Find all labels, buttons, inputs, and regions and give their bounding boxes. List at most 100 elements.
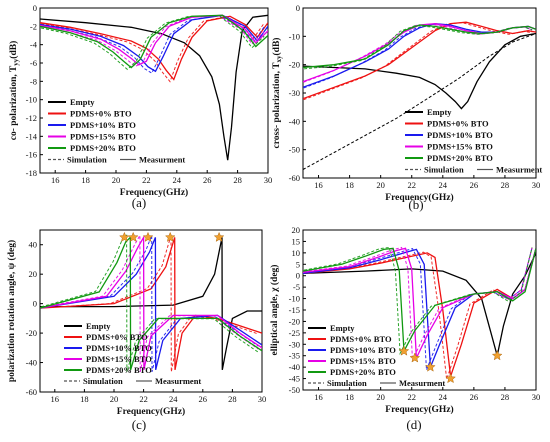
series-line-simulation bbox=[303, 33, 536, 170]
series-line-bto20 bbox=[40, 235, 262, 371]
star-marker bbox=[445, 372, 456, 384]
y-tick-label: -12 bbox=[26, 113, 37, 123]
y-tick-label: -10 bbox=[26, 95, 37, 105]
x-tick-label: 20 bbox=[376, 180, 385, 190]
legend-entry: PDMS+0% BTO bbox=[330, 334, 392, 344]
x-tick-label: 16 bbox=[51, 175, 60, 185]
series-line-empty bbox=[303, 252, 536, 356]
legend-entry: PDMS+0% BTO bbox=[70, 109, 132, 119]
y-tick-label: -4 bbox=[30, 40, 38, 50]
x-axis-label: Frequency(GHz) bbox=[385, 192, 453, 203]
star-marker bbox=[398, 345, 410, 356]
x-tick-label: 26 bbox=[203, 175, 212, 185]
x-tick-label: 22 bbox=[142, 175, 151, 185]
panel-caption: (b) bbox=[408, 197, 423, 212]
star-marker bbox=[118, 231, 130, 242]
y-tick-label: 0 bbox=[296, 271, 300, 281]
legend-entry: Empty bbox=[86, 321, 111, 331]
legend-entry: PDMS+15% BTO bbox=[70, 132, 136, 142]
legend-entry: Empty bbox=[70, 97, 95, 107]
series-line-simulation bbox=[40, 234, 259, 373]
legend-entry: PDMS+15% BTO bbox=[330, 356, 396, 366]
y-tick-label: -8 bbox=[30, 76, 37, 86]
y-tick-label: -14 bbox=[26, 131, 38, 141]
x-tick-label: 22 bbox=[407, 180, 416, 190]
legend-entry-simulation: Simulation bbox=[424, 165, 464, 175]
star-marker bbox=[213, 231, 225, 242]
y-tick-label: 0 bbox=[296, 3, 300, 13]
series-line-bto20 bbox=[303, 24, 536, 69]
plot-area bbox=[39, 229, 263, 393]
series-line-bto20 bbox=[40, 14, 268, 69]
x-tick-label: 30 bbox=[258, 394, 267, 404]
series-line-bto0 bbox=[303, 21, 536, 100]
star-marker bbox=[491, 350, 503, 361]
series-line-simulation bbox=[40, 15, 265, 71]
y-tick-label: -25 bbox=[289, 328, 300, 338]
y-tick-label: -5 bbox=[293, 282, 300, 292]
legend-entry: PDMS+10% BTO bbox=[70, 120, 136, 130]
legend-entry: PDMS+10% BTO bbox=[86, 343, 152, 353]
legend-entry: PDMS+20% BTO bbox=[70, 143, 136, 153]
x-tick-label: 28 bbox=[233, 175, 242, 185]
chart-panel-b: 16 18 20 22 24 26 28 30 0 -10 -20 -30 -40 -50 -60 Frequ… bbox=[271, 3, 542, 212]
x-tick-label: 28 bbox=[501, 180, 510, 190]
series-line-bto15 bbox=[40, 234, 262, 371]
x-tick-label: 20 bbox=[112, 175, 121, 185]
y-tick-label: 0 bbox=[33, 3, 37, 13]
y-tick-label: 0 bbox=[33, 299, 37, 309]
y-tick-label: -2 bbox=[30, 21, 37, 31]
x-tick-label: 24 bbox=[173, 175, 182, 185]
x-tick-label: 18 bbox=[345, 392, 354, 402]
y-tick-label: -20 bbox=[289, 316, 300, 326]
y-axis-label: elliptical angle, χ (deg) bbox=[269, 265, 280, 356]
series-line-bto15 bbox=[303, 247, 536, 359]
y-tick-label: 10 bbox=[292, 248, 301, 258]
x-axis-label: Frequency(GHz) bbox=[117, 406, 185, 417]
y-tick-label: -40 bbox=[289, 362, 300, 372]
legend-entry: PDMS+10% BTO bbox=[330, 345, 396, 355]
y-tick-label: -16 bbox=[26, 150, 37, 160]
legend-entry-simulation: Simulation bbox=[83, 376, 123, 386]
legend-entry: PDMS+0% BTO bbox=[427, 119, 489, 129]
y-tick-label: -6 bbox=[30, 58, 37, 68]
series-line-bto10 bbox=[40, 237, 262, 371]
y-tick-label: -10 bbox=[289, 294, 300, 304]
series-line-simulation bbox=[303, 246, 533, 356]
x-tick-label: 24 bbox=[439, 392, 448, 402]
y-tick-label: -10 bbox=[289, 31, 300, 41]
x-tick-label: 18 bbox=[345, 180, 354, 190]
legend-entry: PDMS+20% BTO bbox=[427, 153, 493, 163]
x-tick-label: 20 bbox=[110, 394, 119, 404]
legend-entry-measurement: Measurment bbox=[139, 155, 185, 165]
legend-entry-simulation: Simulation bbox=[327, 378, 367, 388]
x-tick-label: 22 bbox=[407, 392, 416, 402]
legend-entry: PDMS+20% BTO bbox=[86, 365, 152, 375]
x-tick-label: 24 bbox=[169, 394, 178, 404]
y-tick-label: -20 bbox=[289, 60, 300, 70]
x-tick-label: 18 bbox=[80, 394, 89, 404]
y-tick-label: -20 bbox=[26, 328, 37, 338]
legend-entry-measurement: Measurment bbox=[399, 378, 445, 388]
legend-entry: PDMS+0% BTO bbox=[86, 332, 148, 342]
x-tick-label: 24 bbox=[439, 180, 448, 190]
x-tick-label: 28 bbox=[228, 394, 237, 404]
legend-entry: PDMS+10% BTO bbox=[427, 130, 493, 140]
legend-entry: Empty bbox=[330, 323, 355, 333]
x-tick-label: 26 bbox=[470, 392, 479, 402]
panel-caption: (d) bbox=[406, 417, 421, 432]
plot-area bbox=[302, 7, 537, 179]
x-tick-label: 30 bbox=[532, 392, 541, 402]
x-tick-label: 30 bbox=[532, 180, 541, 190]
y-tick-label: -40 bbox=[289, 116, 300, 126]
y-tick-label: 20 bbox=[29, 269, 38, 279]
y-tick-label: -60 bbox=[26, 387, 37, 397]
x-tick-label: 18 bbox=[81, 175, 90, 185]
y-tick-label: -45 bbox=[289, 374, 300, 384]
x-tick-label: 26 bbox=[199, 394, 208, 404]
y-axis-label: cross- polarization, Txy(dB) bbox=[271, 38, 283, 149]
y-tick-label: -50 bbox=[289, 145, 300, 155]
legend-entry: PDMS+20% BTO bbox=[330, 367, 396, 377]
y-tick-label: 40 bbox=[29, 240, 38, 250]
chart-panel-c: 16 18 20 22 24 26 28 30 40 20 0 -20 -40 -60 Frequency(… bbox=[6, 229, 267, 432]
